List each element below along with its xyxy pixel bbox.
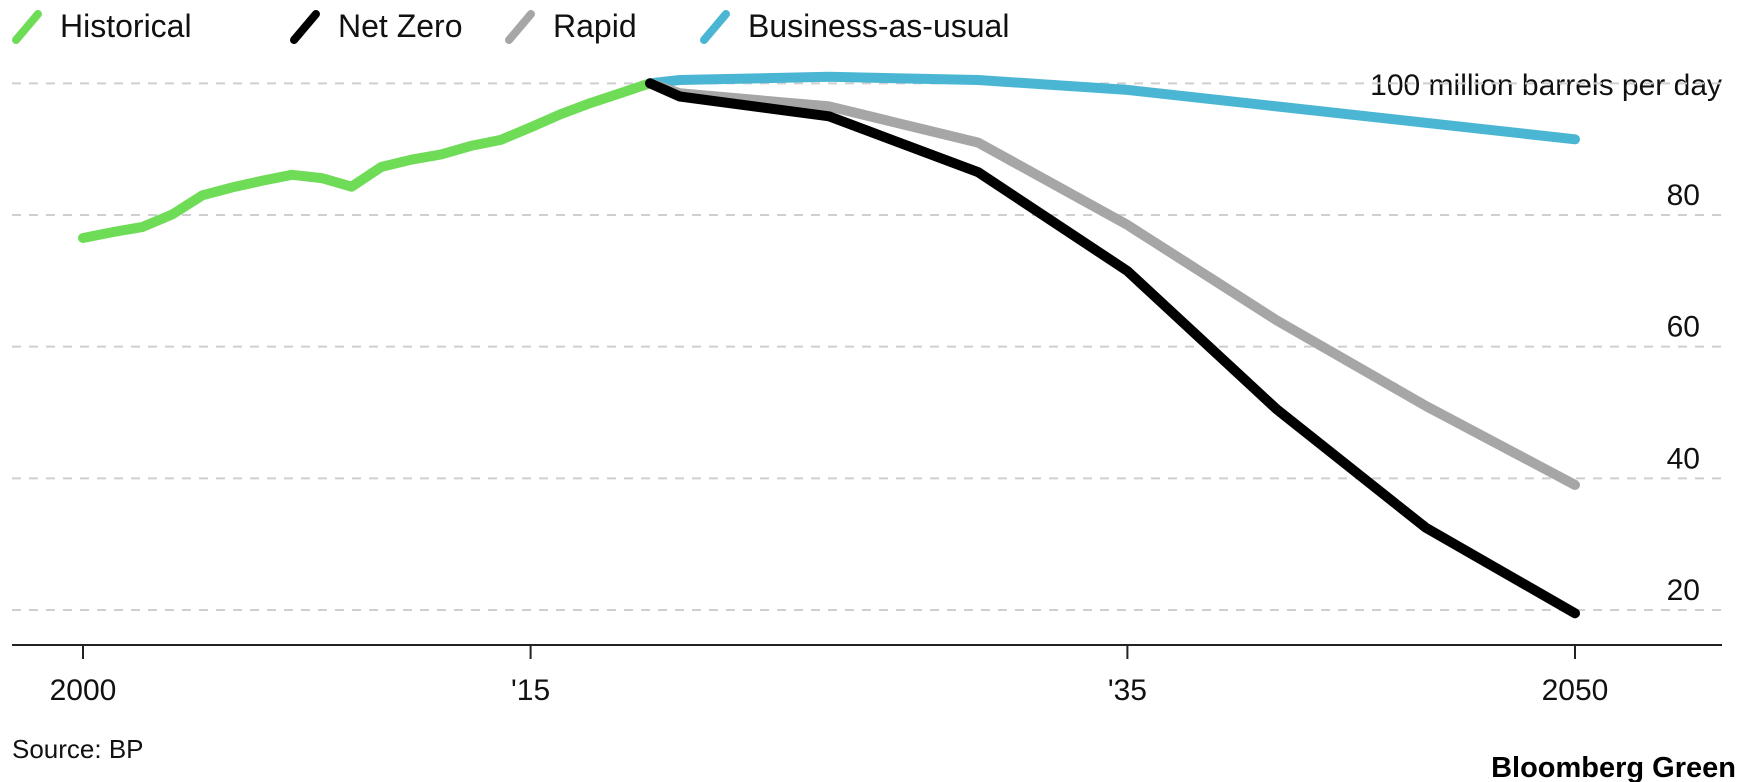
legend-item-historical: Historical: [12, 8, 192, 44]
series-line-net-zero: [645, 78, 1580, 619]
unit-label: 100 million barrels per day: [1370, 69, 1722, 102]
legend-label: Business-as-usual: [748, 8, 1009, 44]
source-note: Source: BP: [12, 734, 144, 764]
legend-label: Net Zero: [338, 8, 462, 44]
legend-label: Historical: [60, 8, 192, 44]
legend-swatch: [290, 10, 320, 44]
x-tick-label: 2000: [50, 674, 117, 707]
legend-swatch: [700, 10, 730, 44]
legend-label: Rapid: [553, 8, 637, 44]
brand-logo: Bloomberg Green: [1491, 752, 1736, 782]
x-axis: 2000 '15 '35 2050: [50, 645, 1609, 707]
series-line-business-as-usual: [645, 71, 1580, 145]
legend-swatch: [505, 10, 535, 44]
y-axis: 20 40 60 80: [1667, 179, 1700, 607]
gridlines: [12, 82, 1722, 611]
y-tick-label: 60: [1667, 311, 1700, 344]
x-tick-label: '35: [1108, 674, 1147, 707]
legend-item-business-as-usual: Business-as-usual: [700, 8, 1009, 44]
y-tick-label: 40: [1667, 442, 1700, 475]
legend-item-rapid: Rapid: [505, 8, 637, 44]
series-line-historical: [78, 78, 655, 243]
legend: Historical Net Zero Rapid Business-as-usual: [12, 8, 1009, 44]
legend-swatch: [12, 10, 42, 44]
y-tick-label: 20: [1667, 574, 1700, 607]
x-tick-label: '15: [511, 674, 550, 707]
x-tick-label: 2050: [1542, 674, 1609, 707]
series-lines: [78, 71, 1580, 619]
y-tick-label: 80: [1667, 179, 1700, 212]
legend-item-net-zero: Net Zero: [290, 8, 462, 44]
series-line-rapid: [645, 78, 1580, 490]
